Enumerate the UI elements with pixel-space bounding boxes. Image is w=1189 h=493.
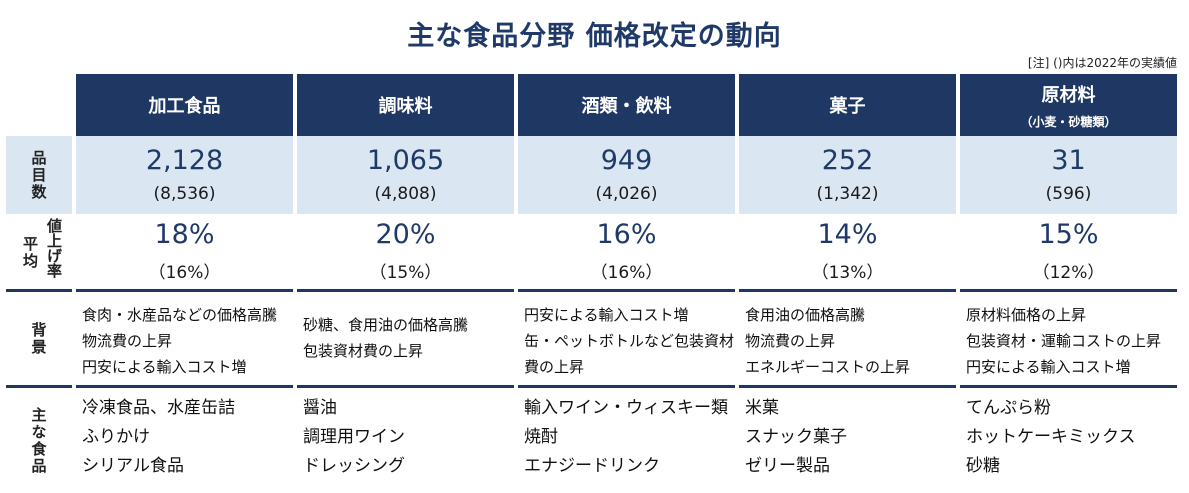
items-cell: 252 (1,342) bbox=[739, 136, 956, 214]
background-line: 包装資材・運輸コストの上昇 bbox=[966, 332, 1162, 350]
items-value: 31 bbox=[1051, 145, 1086, 177]
food-item: 冷凍食品、水産缶詰 bbox=[82, 398, 235, 418]
background-line: 円安による輸入コスト増 bbox=[524, 306, 689, 324]
items-cell: 1,065 (4,808) bbox=[297, 136, 514, 214]
avg-cell: 14% （13%） bbox=[739, 214, 956, 292]
items-value: 949 bbox=[600, 145, 653, 177]
background-line: 円安による輸入コスト増 bbox=[82, 358, 247, 376]
food-item: てんぷら粉 bbox=[966, 398, 1051, 418]
foods-cell: てんぷら粉 ホットケーキミックス 砂糖 bbox=[960, 388, 1177, 493]
background-line: 包装資材費の上昇 bbox=[303, 342, 424, 360]
items-cell: 31 (596) bbox=[960, 136, 1177, 214]
column-header-sublabel: （小麦・砂糖類） bbox=[1020, 114, 1117, 129]
food-item: 醤油 bbox=[303, 398, 337, 418]
column-header-confectionery: 菓子 bbox=[739, 74, 956, 136]
column-header-label: 加工食品 bbox=[148, 96, 221, 117]
background-line: 食用油の価格高騰 bbox=[745, 306, 866, 324]
foods-cell: 輸入ワイン・ウィスキー類 焼酎 エナジードリンク bbox=[518, 388, 735, 493]
row-label-avg-part1: 平均 bbox=[21, 236, 39, 270]
column-header-seasoning: 調味料 bbox=[297, 74, 514, 136]
row-label-background: 背景 bbox=[6, 292, 72, 388]
row-label-avg-increase: 平均 値上げ率 bbox=[6, 214, 72, 292]
page-title: 主な食品分野 価格改定の動向 bbox=[407, 21, 782, 52]
items-cell: 949 (4,026) bbox=[518, 136, 735, 214]
items-value: 252 bbox=[821, 145, 874, 177]
avg-cell: 18% （16%） bbox=[76, 214, 293, 292]
row-label-items: 品目数 bbox=[6, 136, 72, 214]
background-cell: 原材料価格の上昇 包装資材・運輸コストの上昇 円安による輸入コスト増 bbox=[960, 292, 1177, 388]
column-header-label: 調味料 bbox=[378, 96, 433, 117]
background-line: 食肉・水産品などの価格高騰 bbox=[82, 306, 278, 324]
footnote: [注] ()内は2022年の実績値 bbox=[1027, 56, 1177, 70]
avg-value: 20% bbox=[375, 219, 436, 251]
background-line: 缶・ペットボトルなど包装資材 bbox=[524, 332, 735, 350]
background-line: 物流費の上昇 bbox=[745, 332, 836, 350]
avg-prev: （15%） bbox=[369, 262, 442, 283]
items-prev: (8,536) bbox=[153, 183, 216, 204]
background-line: 円安による輸入コスト増 bbox=[966, 358, 1131, 376]
background-cell: 砂糖、食用油の価格高騰 包装資材費の上昇 bbox=[297, 292, 514, 388]
column-header-beverage: 酒類・飲料 bbox=[518, 74, 735, 136]
avg-cell: 15% （12%） bbox=[960, 214, 1177, 292]
price-revision-table: 加工食品 調味料 酒類・飲料 菓子 原材料 （小麦・砂糖類） 品目数 2,128 (… bbox=[6, 74, 1177, 493]
column-header-processed-food: 加工食品 bbox=[76, 74, 293, 136]
food-item: 砂糖 bbox=[966, 456, 1000, 476]
items-prev: (4,026) bbox=[595, 183, 658, 204]
foods-cell: 冷凍食品、水産缶詰 ふりかけ シリアル食品 bbox=[76, 388, 293, 493]
column-header-label: 原材料 bbox=[1041, 84, 1096, 106]
avg-cell: 20% （15%） bbox=[297, 214, 514, 292]
avg-value: 16% bbox=[596, 219, 657, 251]
food-item: 輸入ワイン・ウィスキー類 bbox=[524, 398, 728, 418]
avg-value: 18% bbox=[154, 219, 215, 251]
foods-cell: 米菓 スナック菓子 ゼリー製品 bbox=[739, 388, 956, 493]
background-line: エネルギーコストの上昇 bbox=[745, 358, 911, 376]
background-cell: 食用油の価格高騰 物流費の上昇 エネルギーコストの上昇 bbox=[739, 292, 956, 388]
items-prev: (4,808) bbox=[374, 183, 437, 204]
background-line: 砂糖、食用油の価格高騰 bbox=[303, 316, 469, 334]
row-label-avg-part2: 値上げ率 bbox=[45, 218, 63, 278]
table-corner bbox=[6, 74, 72, 136]
foods-cell: 醤油 調理用ワイン ドレッシング bbox=[297, 388, 514, 493]
avg-prev: （13%） bbox=[811, 262, 884, 283]
column-header-raw-materials: 原材料 （小麦・砂糖類） bbox=[960, 74, 1177, 136]
background-cell: 食肉・水産品などの価格高騰 物流費の上昇 円安による輸入コスト増 bbox=[76, 292, 293, 388]
food-item: 焼酎 bbox=[524, 427, 558, 447]
food-item: エナジードリンク bbox=[524, 456, 660, 476]
food-item: 米菓 bbox=[745, 398, 779, 418]
items-prev: (1,342) bbox=[816, 183, 879, 204]
background-line: 原材料価格の上昇 bbox=[966, 306, 1087, 324]
food-item: ドレッシング bbox=[303, 456, 405, 476]
avg-prev: （16%） bbox=[148, 262, 221, 283]
background-line: 物流費の上昇 bbox=[82, 332, 173, 350]
background-cell: 円安による輸入コスト増 缶・ペットボトルなど包装資材 費の上昇 bbox=[518, 292, 735, 388]
items-value: 2,128 bbox=[145, 145, 224, 177]
avg-prev: （16%） bbox=[590, 262, 663, 283]
avg-prev: （12%） bbox=[1032, 262, 1105, 283]
items-prev: (596) bbox=[1045, 183, 1092, 204]
column-header-label: 菓子 bbox=[829, 96, 866, 117]
food-item: 調理用ワイン bbox=[303, 427, 405, 447]
avg-value: 15% bbox=[1038, 219, 1099, 251]
background-line: 費の上昇 bbox=[524, 358, 585, 376]
column-header-label: 酒類・飲料 bbox=[581, 96, 672, 117]
items-cell: 2,128 (8,536) bbox=[76, 136, 293, 214]
food-item: スナック菓子 bbox=[745, 427, 847, 447]
food-item: ホットケーキミックス bbox=[966, 427, 1136, 447]
avg-cell: 16% （16%） bbox=[518, 214, 735, 292]
row-label-main-foods: 主な食品 bbox=[29, 406, 48, 475]
food-item: シリアル食品 bbox=[82, 456, 184, 476]
avg-value: 14% bbox=[817, 219, 878, 251]
food-item: ふりかけ bbox=[82, 427, 150, 447]
items-value: 1,065 bbox=[366, 145, 445, 177]
food-item: ゼリー製品 bbox=[745, 456, 830, 476]
